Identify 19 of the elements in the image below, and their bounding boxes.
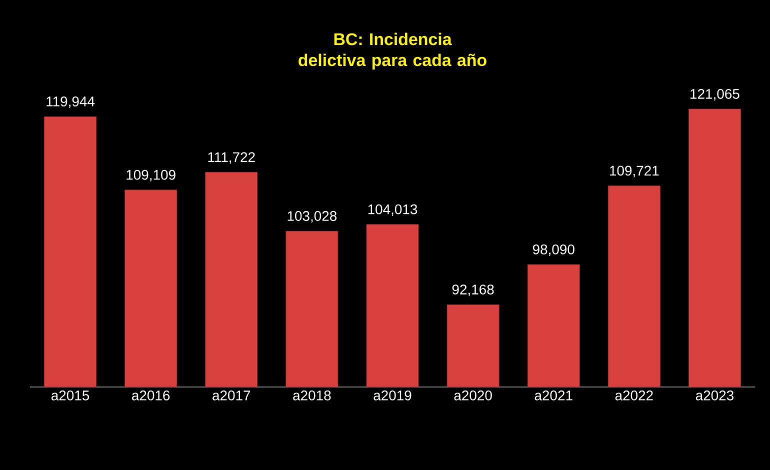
data-label: 104,013 [368,204,418,216]
data-label: 111,722 [208,152,255,164]
data-label: 109,109 [126,170,176,182]
data-label: 119,944 [46,96,95,108]
data-label: 109,721 [610,166,659,178]
chart-title: BC: Incidencia delictiva para cada año [298,32,486,70]
data-label: 92,168 [452,284,494,296]
data-label: 103,028 [288,211,337,223]
x-tick-label: a2020 [454,390,492,400]
x-tick-label: a2022 [615,390,653,400]
x-tick-label: a2017 [212,390,250,400]
x-tick-label: a2018 [293,390,331,400]
x-tick-label: a2016 [132,390,170,400]
data-label: 121,065 [690,88,740,100]
x-tick-label: a2019 [374,390,412,400]
x-tick-label: a2021 [534,390,572,400]
x-tick-label: a2023 [696,390,734,400]
x-tick-label: a2015 [51,390,90,400]
data-label: 98,090 [532,244,574,256]
